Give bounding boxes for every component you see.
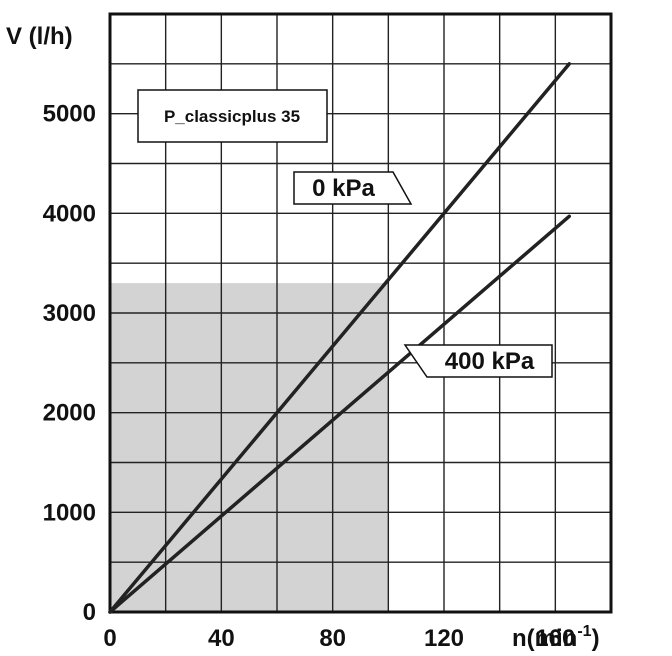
x-tick-label: 40 xyxy=(208,625,235,652)
y-tick-label: 1000 xyxy=(43,499,96,526)
series-label-zero-kpa-text: 0 kPa xyxy=(312,175,375,202)
y-tick-label: 2000 xyxy=(43,400,96,427)
series-line-zero-kpa xyxy=(108,62,571,614)
x-tick-label: 0 xyxy=(103,625,116,652)
series-label-four-hundred-kpa-tag xyxy=(403,344,553,378)
tick-label-layer: 0 40 80 120 160 0 1000 2000 3000 4000 5000 xyxy=(43,101,576,652)
x-tick-label: 160 xyxy=(535,625,575,652)
y-tick-label: 5000 xyxy=(43,101,96,128)
y-tick-label: 0 xyxy=(83,599,96,626)
series-label-four-hundred-kpa: 400 kPa xyxy=(403,344,553,378)
series-label-zero-kpa-tag xyxy=(293,171,413,205)
y-tick-label: 3000 xyxy=(43,300,96,327)
x-axis-title-base: n(min xyxy=(512,625,577,652)
y-axis-title: V (l/h) xyxy=(6,23,73,50)
series-label-zero-kpa: 0 kPa xyxy=(293,171,413,205)
series-layer xyxy=(108,62,571,614)
plot-frame xyxy=(108,12,613,614)
x-tick-label: 120 xyxy=(424,625,464,652)
title-box: P_classicplus 35 xyxy=(137,89,328,143)
x-axis-title-close: ) xyxy=(592,625,600,652)
x-axis-title: n(min-1) xyxy=(512,623,600,652)
series-label-four-hundred-kpa-text: 400 kPa xyxy=(445,348,535,375)
chart-title: P_classicplus 35 xyxy=(164,107,300,126)
x-tick-label: 80 xyxy=(319,625,346,652)
y-tick-label: 4000 xyxy=(43,200,96,227)
series-line-four-hundred-kpa xyxy=(108,214,571,614)
x-axis-title-superscript: -1 xyxy=(577,623,591,640)
plot-frame-layer xyxy=(108,12,613,614)
series-label-layer: 0 kPa 400 kPa xyxy=(293,171,553,378)
